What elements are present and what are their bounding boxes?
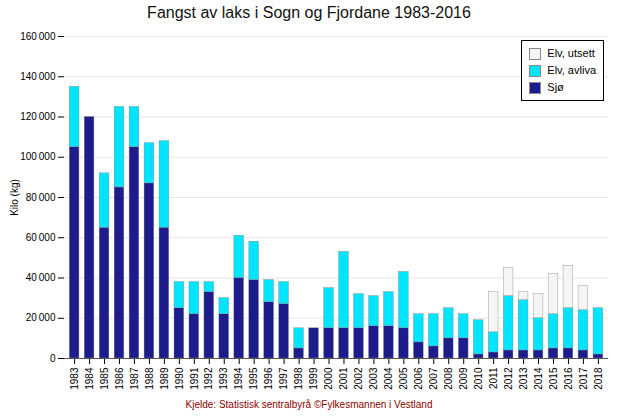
- svg-text:60 000: 60 000: [26, 232, 56, 243]
- svg-text:2012: 2012: [503, 367, 514, 390]
- svg-text:20 000: 20 000: [26, 312, 56, 323]
- svg-text:2000: 2000: [323, 367, 334, 390]
- svg-text:2004: 2004: [383, 367, 394, 390]
- svg-text:2015: 2015: [548, 367, 559, 390]
- svg-text:1995: 1995: [248, 367, 259, 390]
- svg-text:40 000: 40 000: [26, 272, 56, 283]
- svg-text:1999: 1999: [308, 367, 319, 390]
- svg-text:1985: 1985: [99, 367, 110, 390]
- svg-text:1997: 1997: [278, 367, 289, 390]
- html-text:Fangst av laks i Sogn og Fjord: Fangst av laks i Sogn og Fjordane 1983-2…: [147, 4, 471, 21]
- svg-text:80 000: 80 000: [26, 192, 56, 203]
- svg-text:2003: 2003: [368, 367, 379, 390]
- svg-text:1993: 1993: [218, 367, 229, 390]
- svg-text:2018: 2018: [593, 367, 604, 390]
- svg-text:140 000: 140 000: [20, 71, 56, 82]
- svg-text:1986: 1986: [114, 367, 125, 390]
- svg-text:2010: 2010: [473, 367, 484, 390]
- svg-text:2009: 2009: [458, 367, 469, 390]
- svg-text:2007: 2007: [428, 367, 439, 390]
- html-text:Elv, avliva: Elv, avliva: [547, 64, 596, 76]
- html-text:Sjø: Sjø: [547, 81, 564, 93]
- svg-text:2017: 2017: [578, 367, 589, 390]
- svg-text:1990: 1990: [174, 367, 185, 390]
- svg-text:2001: 2001: [338, 367, 349, 390]
- svg-text:1998: 1998: [293, 367, 304, 390]
- svg-text:1994: 1994: [233, 367, 244, 390]
- svg-text:Kilo (kg): Kilo (kg): [9, 179, 20, 216]
- svg-text:1992: 1992: [203, 367, 214, 390]
- svg-text:1987: 1987: [129, 367, 140, 390]
- svg-text:120 000: 120 000: [20, 111, 56, 122]
- svg-text:1991: 1991: [189, 367, 200, 390]
- svg-text:1996: 1996: [263, 367, 274, 390]
- svg-text:1984: 1984: [84, 367, 95, 390]
- svg-text:2002: 2002: [353, 367, 364, 390]
- svg-text:2008: 2008: [443, 367, 454, 390]
- svg-text:2006: 2006: [413, 367, 424, 390]
- svg-text:1989: 1989: [159, 367, 170, 390]
- svg-text:2005: 2005: [398, 367, 409, 390]
- html-text:Elv, utsett: Elv, utsett: [547, 47, 595, 59]
- html-text:Kjelde: Statistisk sentralbyrå: Kjelde: Statistisk sentralbyrå ©Fylkesma…: [185, 399, 433, 410]
- svg-text:2011: 2011: [488, 367, 499, 389]
- svg-text:100 000: 100 000: [20, 151, 56, 162]
- svg-text:1988: 1988: [144, 367, 155, 390]
- svg-text:2013: 2013: [518, 367, 529, 390]
- svg-text:2014: 2014: [533, 367, 544, 390]
- svg-text:0: 0: [50, 353, 56, 364]
- svg-text:2016: 2016: [563, 367, 574, 390]
- svg-text:160 000: 160 000: [20, 31, 56, 42]
- svg-text:1983: 1983: [69, 367, 80, 390]
